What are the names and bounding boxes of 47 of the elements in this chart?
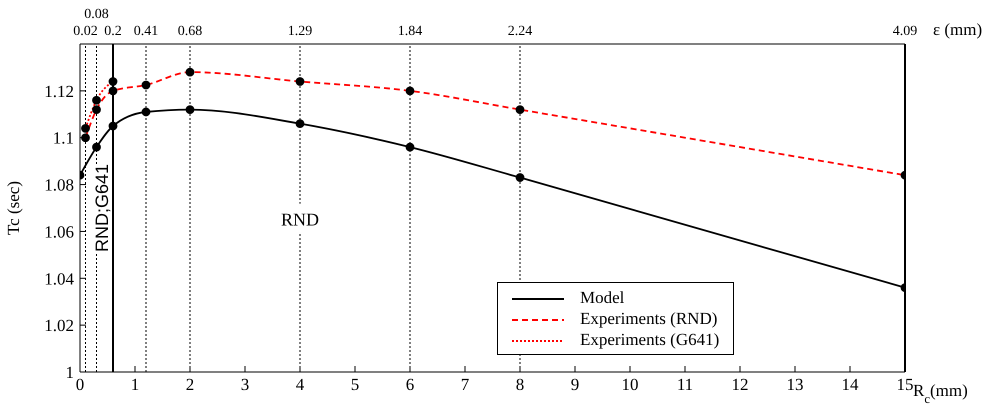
y-tick-label: 1 (66, 363, 74, 382)
y-tick-label: 1.02 (44, 316, 74, 336)
annotation: 2.24 (508, 24, 532, 39)
x-tick-label: 1 (130, 375, 140, 394)
annotation: RND (280, 210, 320, 230)
y-tick-label: 1.1 (52, 128, 74, 148)
point (108, 122, 118, 130)
legend-label: Experiments (G641) (580, 330, 720, 349)
annotation: 0.41 (134, 24, 158, 39)
x-tick-label: 4 (296, 375, 305, 394)
x-tick-label: 7 (460, 375, 470, 394)
annotation: 4.09 (892, 24, 918, 39)
point (406, 142, 414, 152)
x-tick-label: 5 (350, 375, 360, 394)
annotation: 0.08 (84, 7, 109, 22)
point (296, 119, 304, 128)
x-tick-label: 6 (406, 375, 414, 394)
annotation: RND;G641 (92, 164, 112, 252)
annotation: 0.2 (104, 24, 122, 39)
x-tick-label: 11 (676, 375, 694, 394)
point (516, 173, 524, 182)
x-tick-label: 12 (732, 375, 748, 394)
legend-label: Model (580, 288, 624, 307)
y-axis-title: Tc (sec) (4, 180, 23, 236)
y-tick-label: 1.04 (44, 269, 74, 288)
x-tick-label: 14 (842, 375, 859, 394)
y-tick-label: 1.08 (44, 176, 74, 195)
y-tick-label: 1.12 (44, 82, 74, 101)
text: ε (mm) (933, 20, 982, 39)
annotation: 0.02 (73, 24, 98, 39)
x-axis-title: R$_{c}$(mm) (913, 381, 968, 406)
x-tick-label: 10 (622, 375, 638, 394)
x-tick-label: 15 (896, 375, 914, 394)
point (186, 105, 194, 114)
x-tick-label: 3 (240, 375, 250, 394)
point (142, 108, 150, 116)
x-tick-label: 13 (786, 375, 804, 394)
x-tick-label: 0 (76, 375, 84, 394)
x-tick-label: 2 (186, 375, 194, 394)
x-tick-label: 8 (516, 375, 524, 394)
x-tick-label: 9 (570, 375, 580, 394)
point (92, 142, 101, 152)
legend-label: Experiments (RND) (580, 309, 718, 328)
y-tick-label: 1.06 (44, 222, 74, 242)
annotation: 0.68 (178, 24, 202, 39)
annotation: 1.84 (398, 24, 422, 39)
annotation: 1.29 (288, 24, 312, 39)
